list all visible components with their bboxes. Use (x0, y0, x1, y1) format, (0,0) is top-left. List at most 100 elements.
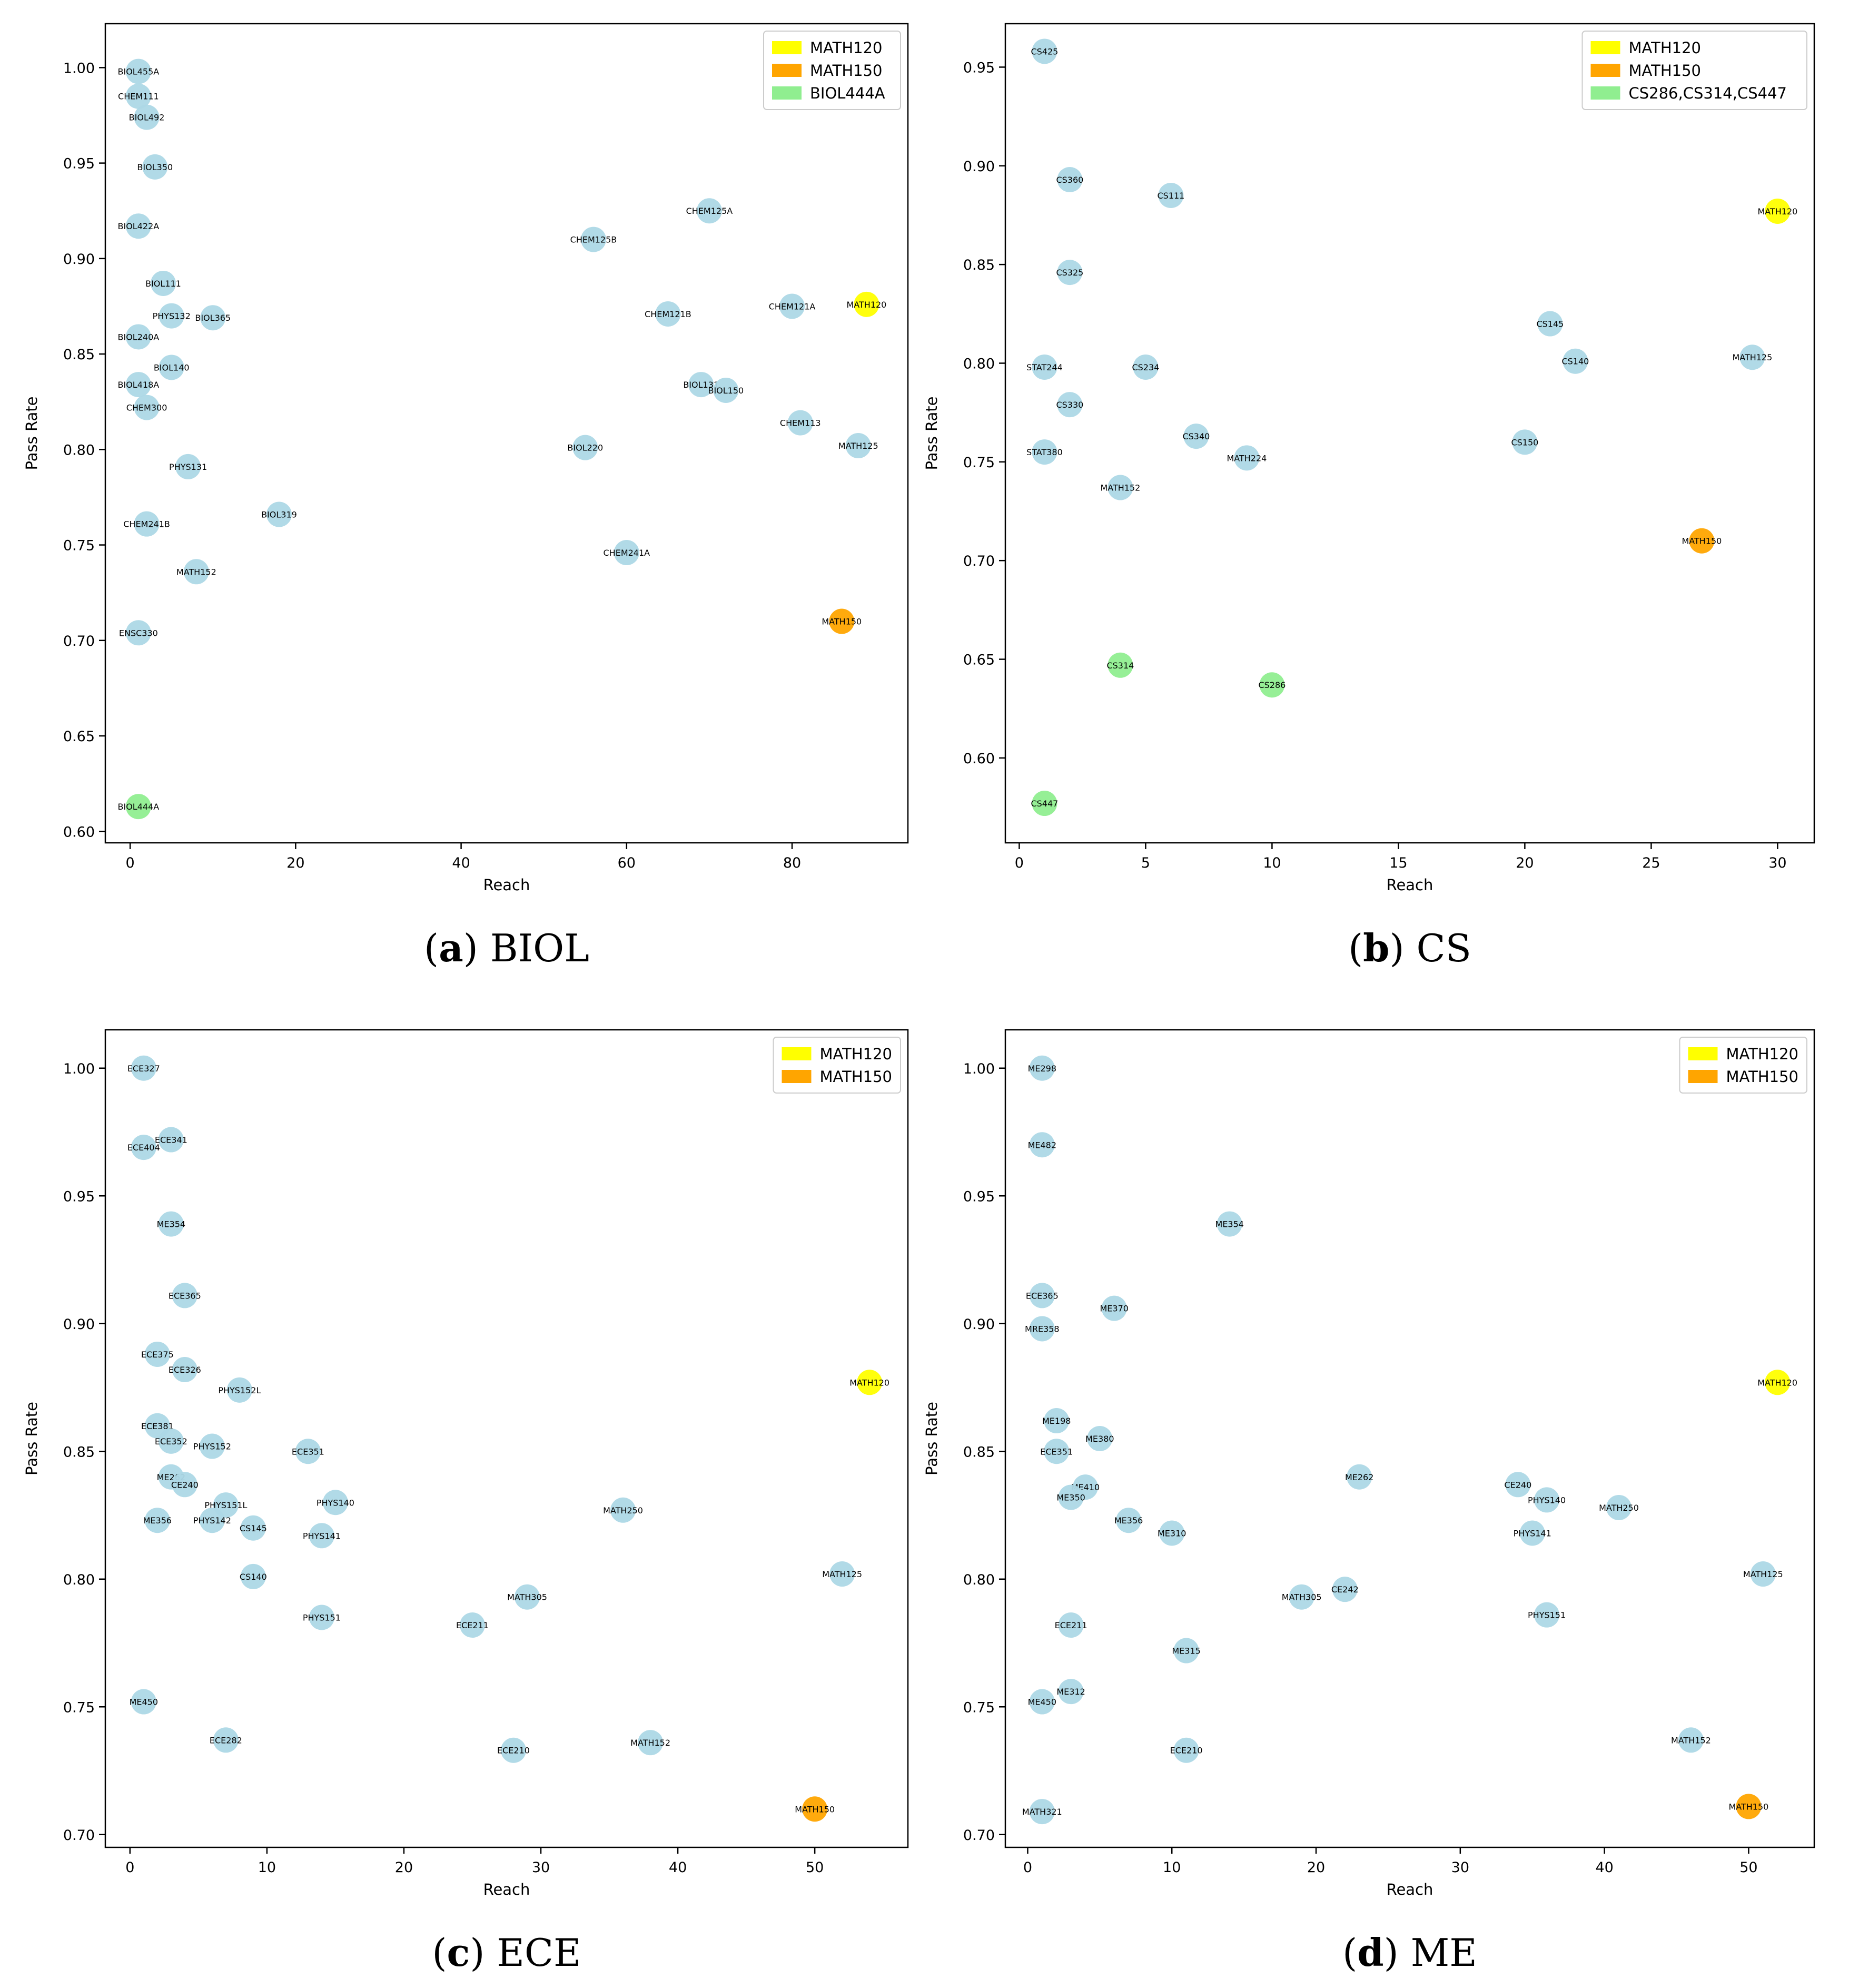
data-point (134, 395, 160, 420)
legend-label: BIOL444A (810, 84, 885, 102)
data-point-label: ME198 (1042, 1416, 1071, 1426)
data-point (158, 1428, 184, 1454)
caption-paren-close: ) (1390, 926, 1417, 970)
data-point (134, 511, 160, 537)
data-point (295, 1439, 321, 1464)
data-point-label: MATH120 (847, 300, 887, 310)
legend-label: MATH150 (1726, 1068, 1798, 1086)
x-axis-label: Reach (1387, 876, 1433, 894)
data-point (1505, 1472, 1531, 1498)
data-point-label: MATH120 (1757, 1377, 1797, 1387)
y-tick-label: 0.65 (63, 729, 95, 745)
data-point-label: ECE211 (1055, 1620, 1087, 1630)
data-point-label: MATH120 (1757, 206, 1797, 216)
data-point (144, 1341, 170, 1367)
data-point (199, 1508, 225, 1533)
data-point-label: BIOL492 (129, 113, 165, 123)
data-point-label: ECE341 (155, 1135, 187, 1145)
data-point-label: ECE352 (155, 1436, 187, 1446)
data-point-label: ME315 (1172, 1646, 1200, 1656)
data-point (213, 1727, 239, 1753)
caption-paren-open: ( (424, 926, 439, 970)
data-point (1765, 198, 1791, 224)
data-point-label: CHEM300 (126, 403, 167, 413)
x-tick-label: 30 (1451, 1859, 1469, 1876)
data-point (515, 1584, 540, 1610)
data-point (459, 1612, 485, 1638)
y-tick-label: 0.85 (963, 257, 995, 273)
data-point-label: PHYS151L (204, 1500, 247, 1510)
data-point (172, 1472, 197, 1498)
data-point (125, 794, 151, 820)
data-point-label: PHYS141 (303, 1531, 341, 1541)
data-point (1044, 1439, 1070, 1464)
y-tick-label: 0.70 (63, 1827, 95, 1844)
y-tick-label: 0.95 (963, 1188, 995, 1205)
caption-text: ME (1411, 1931, 1477, 1975)
chart-panel-d: ME298ME482ME354ECE365ME370MRE358ME198ME3… (923, 1029, 1815, 1975)
data-point-label: CE240 (1504, 1480, 1531, 1490)
y-tick-label: 0.75 (63, 538, 95, 554)
data-point (1332, 1577, 1358, 1602)
data-point-label: BIOL240A (118, 332, 160, 342)
data-point (1058, 1679, 1084, 1705)
data-point-label: ECE351 (292, 1446, 324, 1456)
y-tick-label: 0.70 (63, 633, 95, 649)
legend-swatch (1590, 86, 1620, 100)
data-point (614, 540, 639, 566)
y-tick-label: 0.90 (963, 1316, 995, 1333)
data-point-label: PHYS151 (1528, 1610, 1566, 1620)
data-point (1183, 424, 1209, 449)
data-point (1133, 354, 1159, 380)
data-point (1512, 429, 1538, 455)
data-point (266, 501, 292, 527)
data-point (1058, 1484, 1084, 1510)
data-point-label: MATH150 (795, 1804, 835, 1814)
data-point-label: CS111 (1157, 191, 1184, 201)
y-tick-label: 0.70 (963, 1827, 995, 1844)
data-point-label: MATH125 (838, 441, 878, 451)
data-point-label: CS325 (1056, 268, 1083, 278)
data-point (1108, 475, 1133, 500)
data-point-label: CHEM111 (118, 92, 159, 102)
data-point (1029, 1689, 1055, 1715)
legend-label: MATH120 (1726, 1045, 1798, 1063)
data-point (1158, 182, 1184, 208)
data-point (1563, 348, 1588, 374)
data-point (845, 433, 871, 459)
data-point-label: ENSC330 (119, 628, 158, 638)
data-point-label: CS145 (240, 1523, 267, 1533)
data-point (240, 1515, 266, 1541)
data-point (125, 58, 151, 84)
x-tick-label: 20 (395, 1859, 413, 1876)
data-point-label: CHEM113 (780, 418, 821, 428)
data-point (829, 1561, 855, 1587)
legend-swatch (782, 1070, 812, 1083)
x-tick-label: 20 (1307, 1859, 1325, 1876)
data-point-label: MATH150 (1682, 536, 1722, 546)
data-point-label: BIOL444A (118, 802, 160, 812)
data-point-label: PHYS142 (193, 1515, 231, 1526)
plot-frame (1004, 1029, 1815, 1848)
data-point-label: CS140 (240, 1572, 267, 1582)
data-point-label: BIOL455A (118, 67, 160, 77)
data-point-label: ECE404 (127, 1143, 160, 1153)
data-point-label: ME262 (1345, 1472, 1373, 1482)
data-point-label: CS340 (1182, 431, 1210, 441)
data-point-label: CS234 (1132, 362, 1159, 372)
data-point (175, 454, 201, 479)
panel-caption: (a) BIOL (424, 926, 589, 970)
data-point (1101, 1295, 1127, 1321)
x-tick-label: 20 (1516, 855, 1534, 871)
data-point-label: CHEM121B (645, 309, 691, 319)
caption-paren-close: ) (470, 1931, 497, 1975)
panel-caption: (c) ECE (432, 1930, 581, 1975)
data-point-label: ME356 (1114, 1515, 1143, 1526)
chart-panel-a: BIOL455A CHEM111 BIOL492 BIOL350 BIOL422A BIO… (23, 23, 909, 970)
data-point-label: CHEM241B (123, 519, 170, 529)
y-tick-label: 0.65 (963, 652, 995, 668)
legend-label: MATH150 (1629, 62, 1701, 80)
legend: MATH120 MATH150 BIOL444A (763, 31, 901, 110)
